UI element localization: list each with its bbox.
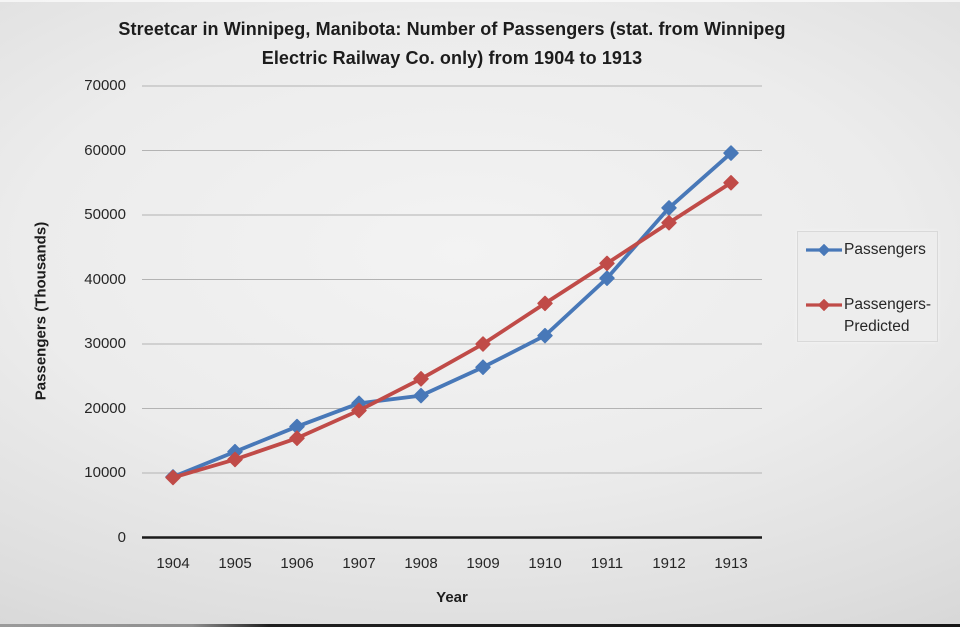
marker-passengers-predicted-1907[interactable] [351,402,367,419]
x-tick-label-1909: 1909 [466,555,500,572]
x-tick-label-1912: 1912 [652,555,686,572]
marker-passengers-predicted-1909[interactable] [475,336,491,352]
marker-passengers-predicted-1911[interactable] [599,255,615,272]
x-tick-label-1908: 1908 [404,555,438,572]
x-tick-label-1904: 1904 [156,555,190,572]
x-tick-label-1910: 1910 [528,555,562,572]
legend-label-passengers-predicted: Passengers- Predicted [844,296,932,335]
x-tick-label-1907: 1907 [342,555,376,572]
marker-passengers-predicted-1912[interactable] [661,214,677,231]
marker-passengers-predicted-1904[interactable] [165,469,181,486]
legend-label-passengers: Passengers [844,241,926,258]
chart-title-line1: Streetcar in Winnipeg, Manibota: Number … [118,19,786,39]
y-tick-label-60000: 60000 [84,141,126,159]
legend: Passengers Passengers- Predicted [797,231,938,342]
photo-bottom-edge [0,624,960,627]
marker-passengers-1909[interactable] [475,359,491,375]
y-tick-label-10000: 10000 [84,464,126,481]
legend-entry-passengers[interactable]: Passengers [805,239,926,261]
legend-entry-passengers-predicted[interactable]: Passengers- Predicted [805,294,931,338]
marker-passengers-predicted-1906[interactable] [289,430,305,446]
marker-passengers-1908[interactable] [413,387,429,404]
y-tick-label-0: 0 [117,528,126,546]
chart-title: Streetcar in Winnipeg, Manibota: Number … [42,15,862,73]
marker-passengers-predicted-1910[interactable] [537,295,553,312]
marker-passengers-1912[interactable] [661,200,677,216]
x-tick-label-1906: 1906 [280,555,314,572]
y-tick-label-70000: 70000 [84,77,126,94]
legend-marker-passengers-predicted-icon [806,299,842,311]
y-tick-label-20000: 20000 [84,399,126,417]
series-line-passengers [172,151,733,479]
legend-diamond-passengers-predicted [818,299,830,311]
x-axis-title: Year [436,589,468,606]
x-tick-label-1911: 1911 [590,555,624,572]
x-tick-label-1913: 1913 [714,555,748,572]
y-tick-label-30000: 30000 [84,335,126,352]
legend-marker-passengers-icon [806,244,842,256]
marker-passengers-1911[interactable] [599,270,615,286]
series-line-passengers-predicted [172,181,733,480]
marker-passengers-predicted-1908[interactable] [413,371,429,387]
marker-passengers-1910[interactable] [537,327,553,344]
x-tick-label-1905: 1905 [218,555,252,572]
marker-passengers-predicted-1905[interactable] [227,451,243,468]
y-tick-label-40000: 40000 [84,270,126,288]
marker-passengers-1913[interactable] [723,145,739,161]
marker-passengers-predicted-1913[interactable] [723,175,739,191]
y-tick-label-50000: 50000 [84,206,126,223]
legend-diamond-passengers [818,244,830,256]
chart-title-line2: Electric Railway Co. only) from 1904 to … [261,48,643,68]
photo-top-edge [0,0,960,2]
